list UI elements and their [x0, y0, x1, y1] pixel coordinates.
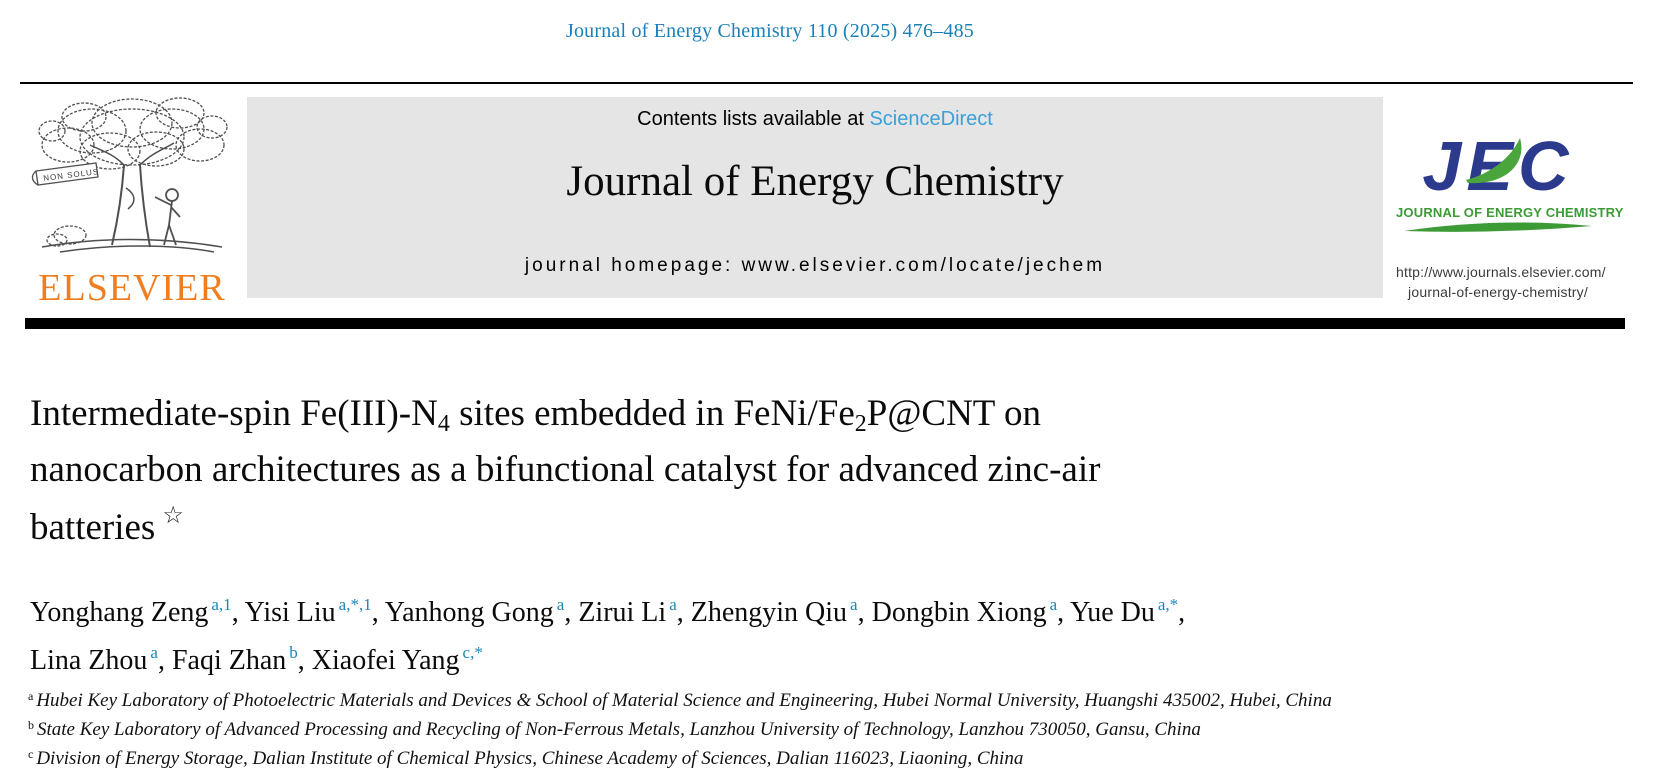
- title-footnote-star: ☆: [162, 503, 184, 529]
- author-affiliation-sup: a,1: [211, 595, 232, 614]
- author-name: Yonghang Zeng: [30, 597, 209, 628]
- article-title-line: batteries ☆: [30, 493, 1390, 551]
- author-name: Yisi Liu: [244, 597, 336, 628]
- author-name: Zhengyin Qiu: [690, 597, 848, 628]
- affiliation-sup: c: [28, 747, 34, 761]
- jec-leaf-icon: [1466, 138, 1522, 184]
- elsevier-wordmark: ELSEVIER: [38, 267, 226, 309]
- elsevier-tree-icon: NON SOLUS: [31, 97, 228, 253]
- jec-url-line1[interactable]: http://www.journals.elsevier.com/: [1396, 264, 1606, 280]
- elsevier-logo: NON SOLUS ELSEVIER: [28, 93, 236, 310]
- title-subscript: 2: [854, 411, 867, 437]
- jec-url-line2[interactable]: journal-of-energy-chemistry/: [1408, 284, 1588, 300]
- affiliation-sup: b: [28, 718, 34, 732]
- affiliation-row: c Division of Energy Storage, Dalian Inst…: [28, 742, 1548, 771]
- author-list: Yonghang Zeng a,1, Yisi Liu a,*,1, Yanhong…: [30, 585, 1550, 681]
- contents-line-prefix: Contents lists available at: [637, 108, 870, 130]
- title-text: sites embedded in FeNi/Fe: [449, 393, 855, 434]
- author-affiliation-sup: a: [1049, 595, 1058, 614]
- affiliation-text: Hubei Key Laboratory of Photoelectric Ma…: [36, 690, 1332, 711]
- author-affiliation-sup: a: [556, 595, 565, 614]
- sciencedirect-link[interactable]: ScienceDirect: [869, 108, 993, 130]
- author-affiliation-sup: a: [150, 643, 158, 662]
- author-name: Xiaofei Yang: [311, 645, 460, 676]
- author-name: Yanhong Gong: [384, 597, 554, 628]
- author-affiliation-sup: a: [850, 595, 858, 614]
- jec-swoosh-icon: [1404, 222, 1592, 232]
- homepage-url-link[interactable]: www.elsevier.com/locate/jechem: [741, 255, 1106, 276]
- jec-logo: JEC JOURNAL OF ENERGY CHEMISTRY http://w…: [1396, 127, 1624, 302]
- author-affiliation-sup: a,*,1: [338, 595, 372, 614]
- author-affiliation-sup: a,*: [1157, 595, 1179, 614]
- header-rule: [20, 82, 1633, 84]
- title-text: batteries: [30, 507, 156, 548]
- masthead-journal-title: Journal of Energy Chemistry: [566, 158, 1064, 205]
- author-name: Zirui Li: [578, 597, 667, 628]
- affiliation-row: a Hubei Key Laboratory of Photoelectric M…: [28, 684, 1548, 713]
- affiliation-row: b State Key Laboratory of Advanced Proces…: [28, 713, 1548, 742]
- jec-acronym-icon: JEC: [1422, 127, 1573, 205]
- author-name: Dongbin Xiong: [871, 597, 1047, 628]
- author-name: Faqi Zhan: [171, 645, 287, 676]
- author-affiliation-sup: b: [289, 643, 298, 662]
- jec-urls: http://www.journals.elsevier.com/ journa…: [1396, 262, 1606, 302]
- title-subscript: 4: [437, 411, 450, 437]
- author-affiliation-sup: a: [669, 595, 677, 614]
- affiliation-text: Division of Energy Storage, Dalian Insti…: [36, 748, 1024, 769]
- title-text: P@CNT on: [866, 393, 1041, 434]
- title-text: nanocarbon architectures as a bifunction…: [30, 449, 1101, 490]
- masthead-box: Contents lists available at ScienceDirec…: [247, 97, 1383, 298]
- author-affiliation-sup: c,*: [462, 643, 483, 662]
- author-line-2: Lina Zhou a, Faqi Zhan b, Xiaofei Yang c,*: [30, 643, 483, 676]
- author-name: Lina Zhou: [30, 645, 148, 676]
- article-title-line: Intermediate-spin Fe(III)-N4 sites embed…: [30, 391, 1390, 447]
- title-text: Intermediate-spin Fe(III)-N: [30, 393, 438, 434]
- jec-journal-name: JOURNAL OF ENERGY CHEMISTRY: [1396, 205, 1624, 220]
- masthead-bottom-rule: [25, 318, 1625, 329]
- author-line-1: Yonghang Zeng a,1, Yisi Liu a,*,1, Yanhong…: [30, 595, 1186, 628]
- affiliation-text: State Key Laboratory of Advanced Process…: [37, 719, 1201, 740]
- homepage-line: journal homepage: www.elsevier.com/locat…: [247, 255, 1383, 277]
- article-title: Intermediate-spin Fe(III)-N4 sites embed…: [30, 391, 1390, 551]
- article-title-line: nanocarbon architectures as a bifunction…: [30, 447, 1390, 493]
- contents-line: Contents lists available at ScienceDirec…: [247, 97, 1383, 131]
- affiliation-sup: a: [28, 689, 34, 703]
- homepage-label: journal homepage:: [524, 255, 742, 276]
- journal-citation-link[interactable]: Journal of Energy Chemistry 110 (2025) 4…: [565, 20, 975, 42]
- author-name: Yue Du: [1070, 597, 1155, 628]
- jec-acronym-text: JEC: [1422, 128, 1573, 204]
- affiliation-list: a Hubei Key Laboratory of Photoelectric M…: [28, 684, 1548, 771]
